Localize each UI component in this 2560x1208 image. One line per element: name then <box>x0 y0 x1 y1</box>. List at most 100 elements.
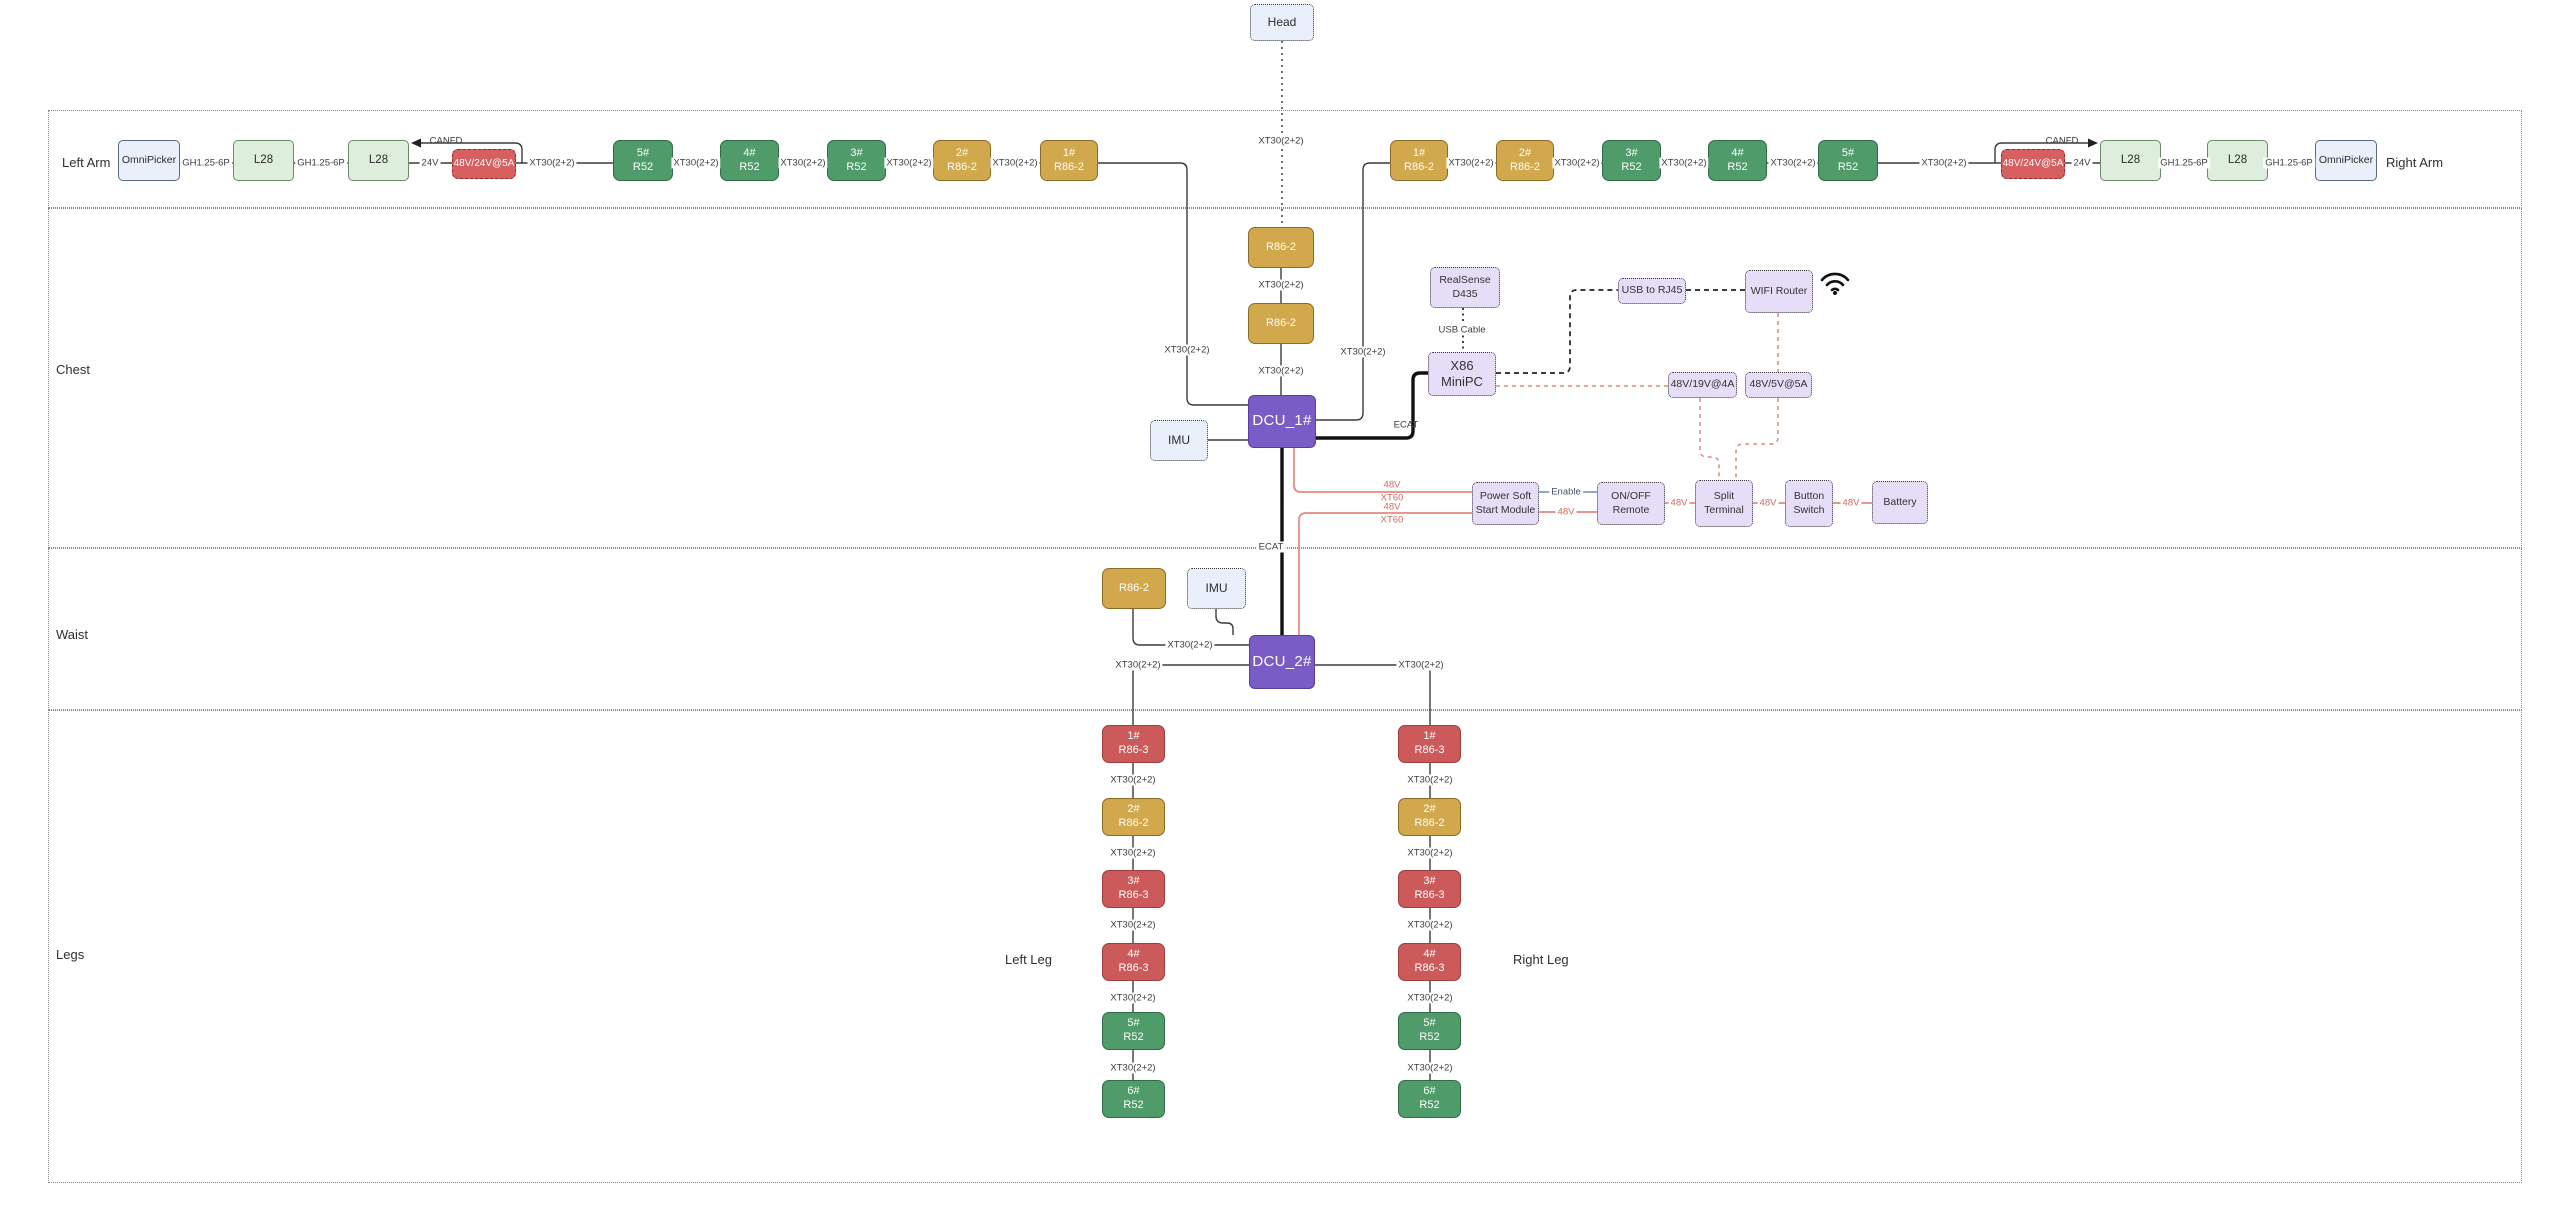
node-label: MiniPC <box>1441 374 1483 389</box>
node-label: 1# <box>1423 730 1436 743</box>
node-power-soft-start: Power Soft Start Module <box>1472 482 1539 525</box>
wire-label: XT30(2+2) <box>1256 135 1306 147</box>
wire-label: XT30(2+2) <box>1108 992 1158 1004</box>
wire-label: 48V <box>1383 479 1401 491</box>
node-left-leg-motor-6: 6# R52 <box>1102 1080 1165 1118</box>
wire-label: XT30(2+2) <box>1162 344 1212 356</box>
node-label: 4# <box>1731 146 1744 159</box>
node-l28-right-outer: L28 <box>2207 140 2268 181</box>
wire-label: XT30(2+2) <box>990 157 1040 169</box>
node-label: 4# <box>743 146 756 159</box>
section-arms <box>48 110 2522 208</box>
label-left-leg: Left Leg <box>1005 952 1052 967</box>
node-right-arm-motor-4: 4# R52 <box>1708 140 1767 181</box>
wire-label: XT30(2+2) <box>1659 157 1709 169</box>
node-label: 3# <box>1423 875 1436 888</box>
x86-usb-rj45 <box>1496 289 1618 374</box>
node-imu-waist: IMU <box>1187 568 1246 609</box>
wire-label: XT30(2+2) <box>1396 659 1446 671</box>
wire-label: GH1.25-6P <box>180 157 232 169</box>
node-label: Power Soft <box>1479 490 1532 503</box>
wire-label: 48V <box>1757 497 1779 509</box>
wire-label: XT30(2+2) <box>778 157 828 169</box>
node-label: R52 <box>632 160 654 173</box>
node-label: 5# <box>1127 1017 1140 1030</box>
node-right-leg-motor-1: 1# R86-3 <box>1398 725 1461 763</box>
node-label: WIFI Router <box>1750 284 1808 297</box>
node-label: Switch <box>1793 503 1825 516</box>
wire-label: XT30(2+2) <box>1405 847 1455 859</box>
node-label: R52 <box>1419 1099 1440 1111</box>
wire-label: XT30(2+2) <box>1405 1062 1455 1074</box>
node-dcdc-19v: 48V/19V@4A <box>1668 372 1737 398</box>
wire-label: XT30(2+2) <box>1405 992 1455 1004</box>
node-left-arm-motor-3: 3# R52 <box>827 140 886 181</box>
node-left-leg-motor-1: 1# R86-3 <box>1102 725 1165 763</box>
node-label: ON/OFF <box>1611 490 1651 503</box>
wire-label: XT30(2+2) <box>1256 279 1306 291</box>
node-label: L28 <box>253 154 274 167</box>
node-l28-right-inner: L28 <box>2100 140 2161 181</box>
node-x86-minipc: X86 MiniPC <box>1428 352 1496 396</box>
wire-label: 48V <box>1555 506 1577 518</box>
dcu2-48v-xt60 <box>1298 512 1472 635</box>
wire-label: 48V <box>1840 497 1862 509</box>
node-label: R52 <box>739 160 760 173</box>
wire-label: XT30(2+2) <box>1338 346 1388 358</box>
node-label: X86 <box>1450 357 1474 373</box>
node-left-arm-motor-4: 4# R52 <box>720 140 779 181</box>
dcu2-left-leg <box>1132 664 1249 725</box>
dcu2-right-leg <box>1315 664 1431 725</box>
node-wifi-router: WIFI Router <box>1745 270 1813 313</box>
node-label: Button <box>1793 490 1825 503</box>
right-arm-to-dcu1-and-bus <box>1316 162 2315 421</box>
node-dcdc-5v: 48V/5V@5A <box>1745 372 1812 398</box>
node-right-leg-motor-4: 4# R86-3 <box>1398 943 1461 981</box>
node-label: 2# <box>1127 803 1140 816</box>
node-label: 4# <box>1423 948 1436 961</box>
dcdc19v-split <box>1699 398 1720 480</box>
wire-label: XT30(2+2) <box>1405 919 1455 931</box>
node-label: R86-3 <box>1414 962 1445 974</box>
node-label: 2# <box>1423 803 1436 816</box>
canfd-left-arrowhead <box>411 138 421 148</box>
dcu1-48v-xt60 <box>1293 448 1472 493</box>
left-arm-to-dcu1 <box>1097 162 1248 406</box>
node-label: R52 <box>1419 1031 1440 1043</box>
node-label: R52 <box>846 160 867 173</box>
node-left-arm-motor-5: 5# R52 <box>613 140 673 181</box>
waist-r86-dcu2 <box>1132 609 1249 646</box>
wire-label: GH1.25-6P <box>295 157 347 169</box>
label-right-arm: Right Arm <box>2386 155 2444 170</box>
node-left-leg-motor-3: 3# R86-3 <box>1102 870 1165 908</box>
node-label: R52 <box>1123 1099 1144 1111</box>
node-label: IMU <box>1205 581 1228 595</box>
wire-label: Enable <box>1549 486 1583 498</box>
node-left-arm-motor-2: 2# R86-2 <box>933 140 991 181</box>
node-label: Remote <box>1612 503 1650 516</box>
node-label: 4# <box>1127 948 1140 961</box>
node-label: USB to RJ45 <box>1621 284 1683 297</box>
wire-label: XT30(2+2) <box>1768 157 1818 169</box>
node-label: R86-2 <box>1404 160 1434 173</box>
node-right-leg-motor-3: 3# R86-3 <box>1398 870 1461 908</box>
node-dcdc-left-arm: 48V/24V@5A <box>452 149 516 179</box>
wire-label: USB Cable <box>1436 324 1488 336</box>
node-label: 48V/19V@4A <box>1670 378 1735 391</box>
node-label: R86-3 <box>1118 744 1149 756</box>
node-l28-left-inner: L28 <box>348 140 409 181</box>
wire-label: CANFD <box>2045 135 2079 147</box>
node-label: 3# <box>850 146 863 159</box>
node-chest-r86-upper: R86-2 <box>1248 227 1314 268</box>
wire-label: 24V <box>2071 157 2093 169</box>
canfd-right-arrowhead <box>2088 138 2098 148</box>
node-label: Head <box>1267 15 1297 29</box>
imu-waist-dcu2 <box>1215 609 1234 635</box>
wire-label: CANFD <box>429 135 463 147</box>
node-left-leg-motor-5: 5# R52 <box>1102 1012 1165 1050</box>
node-label: OmniPicker <box>2318 153 2374 166</box>
wire-label: XT30(2+2) <box>1165 639 1215 651</box>
node-usb-to-rj45: USB to RJ45 <box>1618 278 1686 304</box>
label-right-leg: Right Leg <box>1513 952 1569 967</box>
